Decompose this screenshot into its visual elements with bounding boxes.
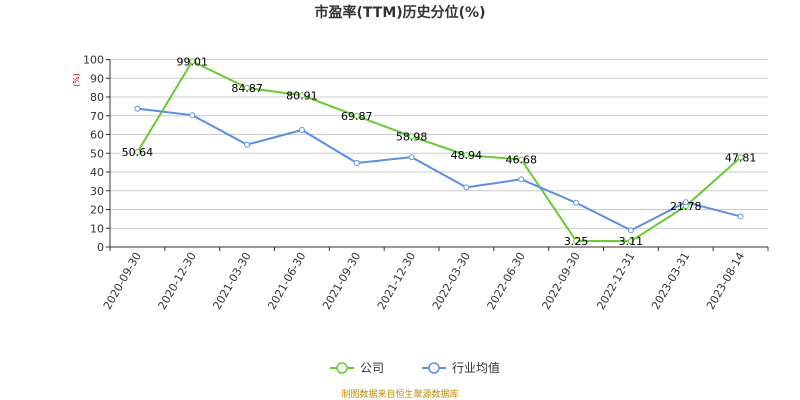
company-data-label: 80.91 bbox=[286, 89, 318, 102]
company-point bbox=[244, 84, 251, 91]
y-tick-label: 70 bbox=[90, 110, 104, 123]
y-tick-label: 20 bbox=[90, 204, 104, 217]
x-tick-labels: 2020-09-30 2020-12-30 2021-03-30 2021-06-30… bbox=[101, 250, 747, 312]
industry-point bbox=[353, 160, 360, 166]
company-point bbox=[298, 92, 305, 99]
chart-title: 市盈率(TTM)历史分位(%) bbox=[315, 4, 486, 21]
x-tick-label: 2021-06-30 bbox=[265, 250, 308, 312]
x-tick-label: 2023-03-31 bbox=[649, 250, 692, 312]
x-tick-label: 2022-09-30 bbox=[539, 250, 582, 312]
company-data-label: 21.78 bbox=[670, 200, 702, 213]
company-point bbox=[189, 58, 196, 65]
industry-point bbox=[682, 199, 689, 206]
y-tick-label: 80 bbox=[90, 91, 104, 104]
industry-point bbox=[134, 105, 141, 112]
industry-point bbox=[244, 141, 251, 148]
company-point bbox=[518, 156, 525, 163]
x-tick-label: 2023-08-14 bbox=[704, 250, 747, 312]
industry-point bbox=[189, 112, 196, 119]
legend-item-company[interactable]: 公司 bbox=[330, 361, 384, 375]
company-point bbox=[408, 133, 415, 140]
data-labels: 50.64 99.01 84.87 80.91 69.87 58.98 48.94 46.68… bbox=[122, 55, 757, 248]
company-point bbox=[463, 152, 470, 159]
x-tick-label: 2021-09-30 bbox=[320, 250, 363, 312]
legend-marker bbox=[428, 362, 440, 374]
company-series-line bbox=[136, 60, 742, 243]
y-axis-unit: (%) bbox=[72, 73, 81, 87]
x-tick-label: 2020-12-30 bbox=[156, 250, 199, 312]
y-tick-label: 100 bbox=[83, 54, 104, 67]
x-tick-label: 2022-12-31 bbox=[594, 250, 637, 312]
x-tick-label: 2020-09-30 bbox=[101, 250, 144, 312]
company-data-label: 69.87 bbox=[341, 110, 373, 123]
industry-point bbox=[627, 227, 634, 234]
company-data-label: 3.11 bbox=[619, 235, 644, 248]
company-point bbox=[627, 238, 634, 245]
legend-marker bbox=[336, 362, 348, 374]
grid-lines bbox=[110, 59, 768, 229]
company-data-label: 99.01 bbox=[177, 55, 209, 68]
y-tick-label: 90 bbox=[90, 72, 104, 85]
y-tick-label: 0 bbox=[97, 241, 104, 254]
x-tick-label: 2021-03-30 bbox=[210, 250, 253, 312]
company-data-label: 50.64 bbox=[122, 146, 154, 159]
company-data-label: 84.87 bbox=[231, 82, 263, 95]
company-point bbox=[737, 154, 744, 161]
company-data-label: 47.81 bbox=[725, 151, 757, 164]
industry-point bbox=[518, 176, 525, 183]
industry-point bbox=[298, 127, 305, 133]
industry-series-line bbox=[137, 107, 741, 232]
series bbox=[134, 58, 744, 245]
source-note: 制图数据来自恒生聚源数据库 bbox=[341, 388, 458, 400]
legend-item-industry[interactable]: 行业均值 bbox=[422, 360, 500, 375]
legend-label: 公司 bbox=[360, 361, 384, 375]
industry-point bbox=[573, 199, 580, 206]
x-tick-label: 2022-06-30 bbox=[485, 250, 528, 312]
company-data-label: 3.25 bbox=[564, 235, 589, 248]
x-tick-label: 2021-12-30 bbox=[375, 250, 418, 312]
y-tick-labels: 0 10 20 30 40 50 60 70 80 90 100 bbox=[83, 54, 104, 255]
company-data-label: 46.68 bbox=[506, 153, 538, 166]
y-tick-label: 50 bbox=[90, 147, 104, 160]
company-data-label: 48.94 bbox=[451, 149, 483, 162]
legend[interactable]: 公司 行业均值 bbox=[330, 360, 500, 375]
legend-label: 行业均值 bbox=[452, 360, 500, 375]
y-tick-label: 40 bbox=[90, 166, 104, 179]
company-point bbox=[353, 112, 360, 119]
y-tick-label: 30 bbox=[90, 185, 104, 198]
x-tick-label: 2022-03-30 bbox=[430, 250, 473, 312]
industry-point bbox=[737, 213, 744, 220]
y-tick-label: 10 bbox=[90, 222, 104, 235]
industry-point bbox=[463, 184, 470, 191]
industry-point bbox=[408, 154, 415, 161]
company-point bbox=[573, 237, 580, 244]
company-data-label: 58.98 bbox=[396, 130, 428, 143]
axes bbox=[106, 59, 769, 251]
y-tick-label: 60 bbox=[90, 129, 104, 142]
company-point bbox=[134, 149, 141, 156]
